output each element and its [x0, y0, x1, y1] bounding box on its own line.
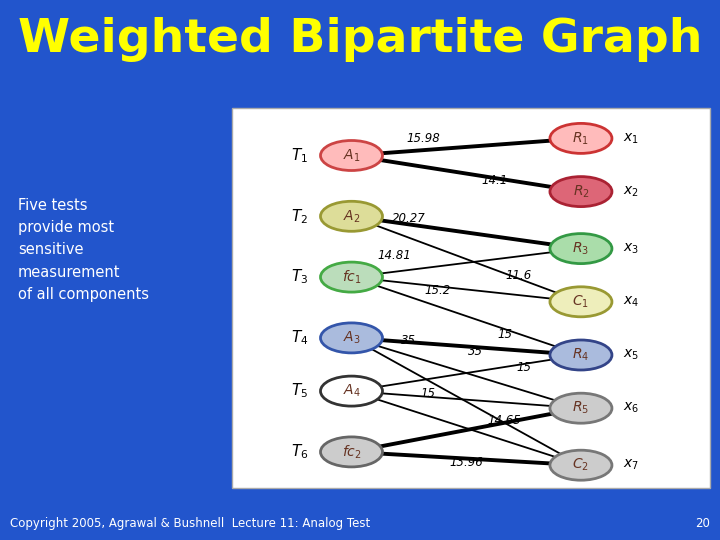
- Ellipse shape: [550, 234, 612, 264]
- Text: 11.6: 11.6: [505, 269, 532, 282]
- Text: $A_{1}$: $A_{1}$: [343, 147, 360, 164]
- Text: $x_{5}$: $x_{5}$: [623, 348, 639, 362]
- Text: 35: 35: [468, 346, 483, 359]
- Text: $T_{6}$: $T_{6}$: [291, 443, 308, 461]
- Text: $x_{3}$: $x_{3}$: [623, 241, 639, 256]
- Text: $A_{2}$: $A_{2}$: [343, 208, 360, 225]
- Text: $R_{2}$: $R_{2}$: [572, 184, 590, 200]
- Ellipse shape: [550, 340, 612, 370]
- Ellipse shape: [550, 124, 612, 153]
- Text: $T_{3}$: $T_{3}$: [291, 268, 308, 286]
- Text: 14.65: 14.65: [487, 414, 521, 427]
- Ellipse shape: [320, 323, 382, 353]
- Text: 15.98: 15.98: [406, 132, 440, 145]
- Text: $fc_{2}$: $fc_{2}$: [341, 443, 361, 461]
- Ellipse shape: [320, 437, 382, 467]
- Text: 20.27: 20.27: [392, 212, 426, 225]
- Text: $T_{4}$: $T_{4}$: [291, 328, 308, 347]
- Text: $R_{5}$: $R_{5}$: [572, 400, 590, 416]
- Text: $x_{4}$: $x_{4}$: [623, 295, 639, 309]
- Ellipse shape: [550, 450, 612, 480]
- Ellipse shape: [320, 140, 382, 171]
- Text: 35: 35: [401, 334, 416, 347]
- Ellipse shape: [550, 287, 612, 317]
- Text: $C_{1}$: $C_{1}$: [572, 294, 590, 310]
- Text: 13.96: 13.96: [449, 456, 483, 469]
- Text: $A_{4}$: $A_{4}$: [343, 383, 361, 399]
- Text: $R_{3}$: $R_{3}$: [572, 240, 590, 257]
- Text: 14.81: 14.81: [378, 249, 411, 262]
- Text: $x_{2}$: $x_{2}$: [623, 184, 639, 199]
- Ellipse shape: [320, 262, 382, 292]
- Text: 20: 20: [695, 517, 710, 530]
- Ellipse shape: [550, 393, 612, 423]
- Ellipse shape: [550, 177, 612, 207]
- Text: $x_{1}$: $x_{1}$: [623, 131, 639, 146]
- Text: $x_{6}$: $x_{6}$: [623, 401, 639, 415]
- Text: $x_{7}$: $x_{7}$: [623, 458, 639, 472]
- Text: Five tests
provide most
sensitive
measurement
of all components: Five tests provide most sensitive measur…: [18, 198, 149, 302]
- Text: $T_{5}$: $T_{5}$: [291, 382, 308, 401]
- Text: Weighted Bipartite Graph: Weighted Bipartite Graph: [18, 17, 702, 63]
- Text: 15: 15: [516, 361, 531, 374]
- Text: 15.2: 15.2: [424, 284, 451, 297]
- Text: Copyright 2005, Agrawal & Bushnell  Lecture 11: Analog Test: Copyright 2005, Agrawal & Bushnell Lectu…: [10, 517, 370, 530]
- Text: 15: 15: [497, 328, 512, 341]
- Text: $C_{2}$: $C_{2}$: [572, 457, 590, 474]
- FancyBboxPatch shape: [232, 108, 710, 488]
- Text: $T_{2}$: $T_{2}$: [291, 207, 308, 226]
- Text: $fc_{1}$: $fc_{1}$: [341, 268, 361, 286]
- Text: 15: 15: [420, 387, 436, 400]
- Ellipse shape: [320, 201, 382, 231]
- Text: $R_{4}$: $R_{4}$: [572, 347, 590, 363]
- Ellipse shape: [320, 376, 382, 406]
- Text: $R_{1}$: $R_{1}$: [572, 130, 590, 146]
- Text: 14.1: 14.1: [482, 174, 508, 187]
- Text: $A_{3}$: $A_{3}$: [343, 330, 360, 346]
- Text: $T_{1}$: $T_{1}$: [291, 146, 308, 165]
